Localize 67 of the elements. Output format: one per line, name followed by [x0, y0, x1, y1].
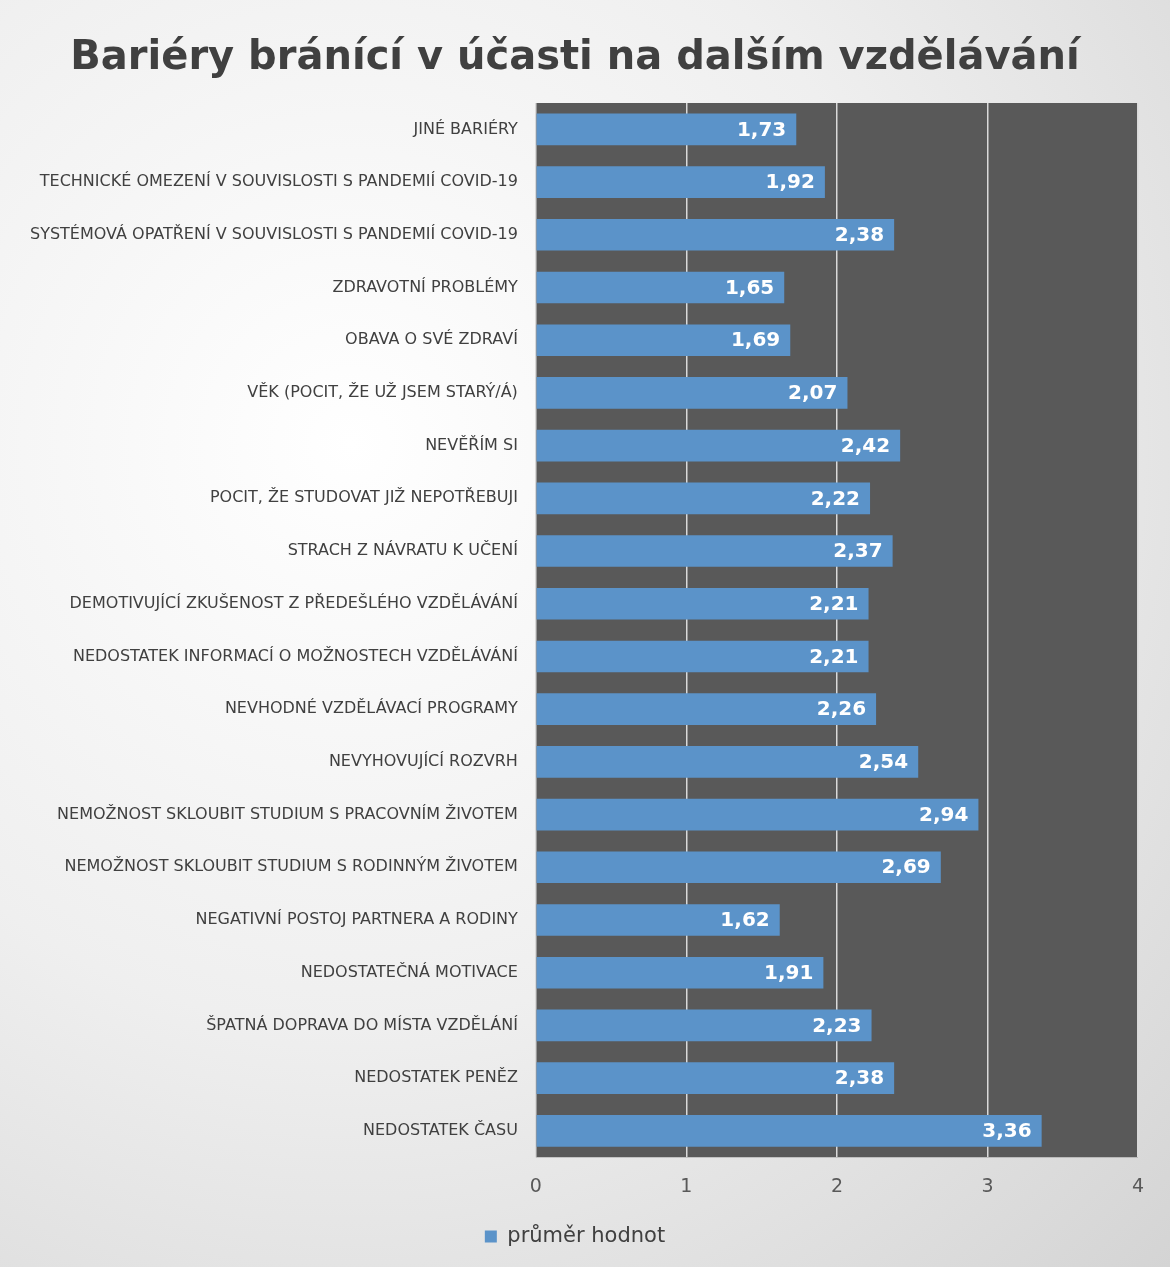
bar	[536, 587, 869, 620]
y-tick-label: POCIT, ŽE STUDOVAT JIŽ NEPOTŘEBUJI	[209, 487, 518, 507]
bar	[536, 1062, 895, 1094]
bar	[536, 1009, 872, 1042]
data-label: 1,65	[724, 274, 775, 299]
data-label: 2,37	[833, 538, 883, 563]
bar	[536, 956, 824, 989]
y-tick-label: TECHNICKÉ OMEZENÍ V SOUVISLOSTI S PANDEMIÍ COVID-19	[38, 171, 518, 191]
data-label: 1,62	[720, 907, 770, 932]
data-label: 2,07	[788, 380, 838, 405]
y-tick-label: ZDRAVOTNÍ PROBLÉMY	[332, 276, 519, 296]
y-tick-label: NEDOSTATEK INFORMACÍ O MOŽNOSTECH VZDĚLÁVÁNÍ	[72, 645, 519, 665]
y-tick-label: SYSTÉMOVÁ OPATŘENÍ V SOUVISLOSTI S PANDEMIÍ COVID-19	[30, 223, 518, 243]
y-tick-label: NEGATIVNÍ POSTOJ PARTNERA A RODINY	[195, 909, 519, 929]
y-tick-label: STRACH Z NÁVRATU K UČENÍ	[287, 540, 519, 560]
y-tick-label: JINÉ BARIÉRY	[412, 118, 519, 138]
data-label: 2,54	[858, 749, 909, 774]
y-tick-label: OBAVA O SVÉ ZDRAVÍ	[345, 329, 519, 349]
bar	[536, 904, 780, 936]
bar	[536, 324, 791, 357]
data-label: 2,22	[810, 485, 861, 510]
data-label: 2,42	[840, 432, 891, 457]
data-label: 2,21	[809, 590, 859, 615]
bar	[536, 746, 919, 778]
bar	[536, 693, 877, 725]
data-label: 1,73	[736, 116, 787, 141]
x-tick-label: 1	[680, 1173, 693, 1196]
y-tick-label: NEMOŽNOST SKLOUBIT STUDIUM S PRACOVNÍM ŽIVOTEM	[57, 803, 518, 823]
x-tick-label: 0	[529, 1173, 542, 1196]
bar	[536, 535, 893, 567]
y-tick-label: VĚK (POCIT, ŽE UŽ JSEM STARÝ/Á)	[247, 382, 518, 402]
bar	[536, 377, 848, 409]
y-tick-label: NEVĚŘÍM SI	[425, 434, 518, 454]
legend-label: průměr hodnot	[507, 1222, 666, 1247]
bar	[536, 851, 941, 884]
bar	[536, 798, 979, 831]
bar	[536, 166, 825, 198]
y-tick-label: NEDOSTATEČNÁ MOTIVACE	[300, 961, 518, 981]
bar	[536, 640, 869, 673]
x-tick-label: 2	[830, 1173, 843, 1196]
data-label: 1,91	[764, 959, 814, 984]
data-label: 2,21	[809, 643, 859, 668]
x-tick-label: 3	[981, 1173, 994, 1196]
data-label: 2,26	[816, 696, 867, 721]
y-tick-label: NEDOSTATEK PENĚZ	[354, 1067, 518, 1087]
y-tick-label: NEMOŽNOST SKLOUBIT STUDIUM S RODINNÝM ŽIVOTEM	[64, 856, 518, 876]
data-label: 2,23	[812, 1012, 862, 1037]
data-label: 3,36	[982, 1118, 1032, 1143]
y-tick-label: NEVYHOVUJÍCÍ ROZVRH	[328, 751, 518, 771]
chart-title: Bariéry bránící v účasti na dalším vzdělávání	[70, 32, 1082, 79]
bar	[536, 271, 785, 304]
y-tick-label: DEMOTIVUJÍCÍ ZKUŠENOST Z PŘEDEŠLÉHO VZDĚLÁVÁNÍ	[69, 592, 519, 612]
bar	[536, 482, 871, 515]
bar	[536, 429, 901, 462]
y-tick-label: NEDOSTATEK ČASU	[363, 1120, 518, 1139]
y-tick-label: ŠPATNÁ DOPRAVA DO MÍSTA VZDĚLÁNÍ	[206, 1014, 519, 1034]
data-label: 2,69	[881, 854, 931, 879]
y-tick-label: NEVHODNÉ VZDĚLÁVACÍ PROGRAMY	[224, 698, 519, 718]
bar	[536, 113, 797, 146]
bar	[536, 1115, 1042, 1147]
data-label: 1,69	[730, 327, 781, 352]
data-label: 2,38	[834, 221, 885, 246]
x-tick-label: 4	[1131, 1173, 1145, 1196]
data-label: 2,94	[919, 801, 969, 826]
data-label: 2,38	[834, 1065, 885, 1090]
bar	[536, 218, 895, 251]
data-label: 1,92	[765, 169, 815, 194]
